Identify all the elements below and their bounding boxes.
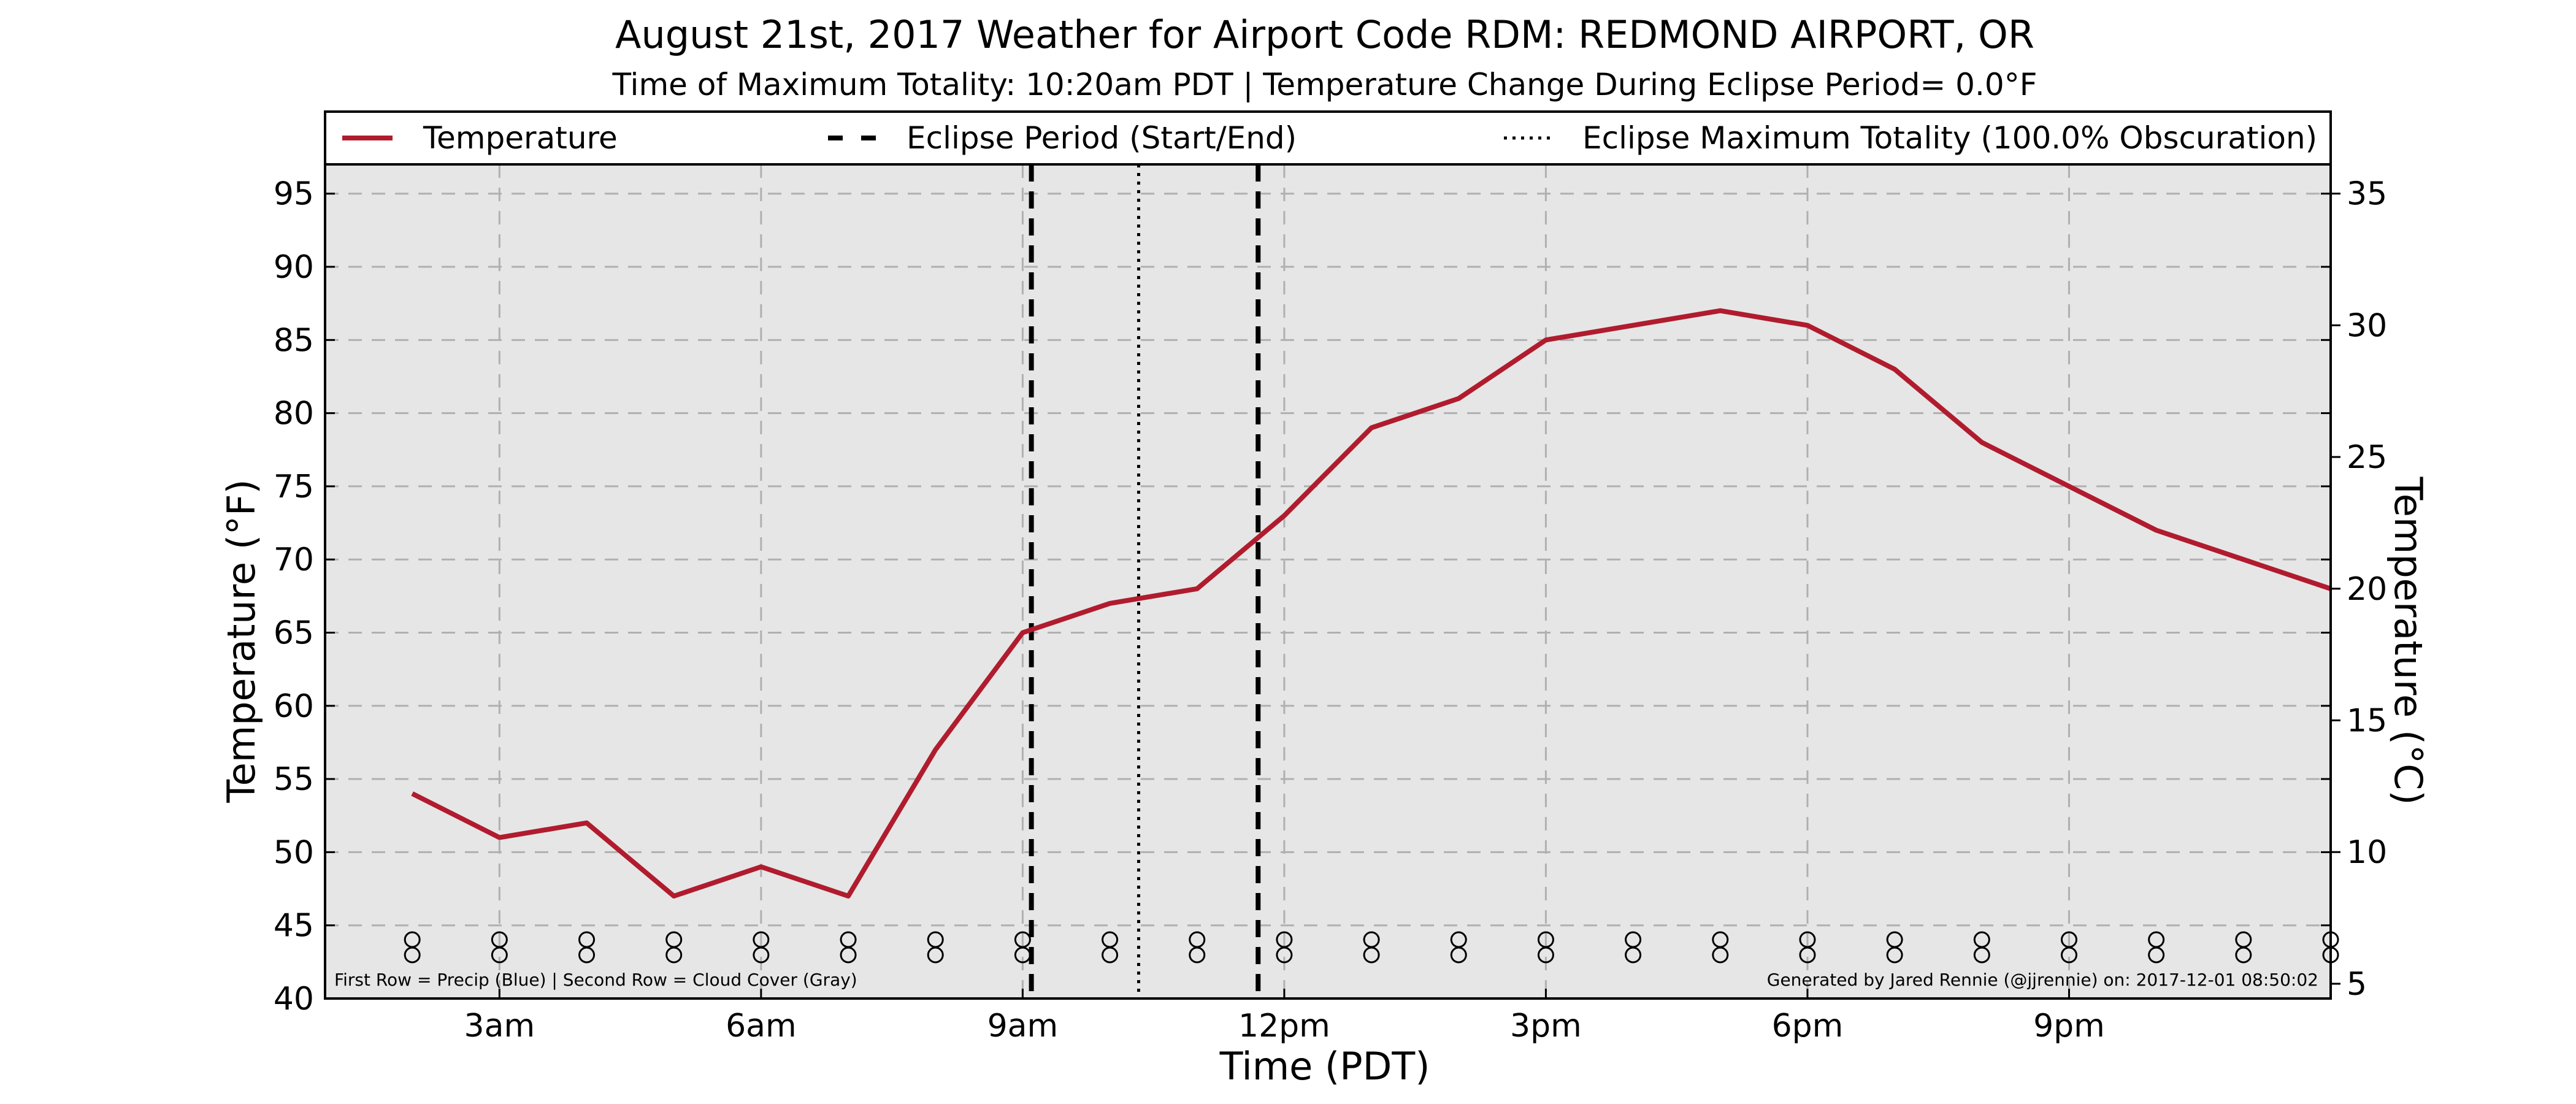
y-tick-label-right: 10	[2347, 834, 2387, 871]
y-tick-label-right: 20	[2347, 571, 2387, 608]
cloud-cover-marker	[1189, 946, 1206, 964]
cloud-cover-marker	[491, 946, 508, 964]
y-tick-label-right: 5	[2347, 966, 2367, 1003]
footnote-left: First Row = Precip (Blue) | Second Row =…	[334, 970, 857, 990]
x-tick-label: 3pm	[1510, 1008, 1582, 1045]
cloud-cover-marker	[2235, 946, 2252, 964]
y-axis-label-right: Temperature (°C)	[2386, 476, 2431, 805]
cloud-cover-marker	[404, 946, 421, 964]
cloud-cover-marker	[840, 946, 857, 964]
legend-label: Eclipse Maximum Totality (100.0% Obscura…	[1582, 120, 2317, 156]
cloud-cover-marker	[927, 946, 944, 964]
cloud-cover-marker	[1363, 946, 1380, 964]
cloud-cover-marker	[1102, 946, 1119, 964]
x-tick-label: 6am	[726, 1008, 797, 1045]
cloud-cover-marker	[1450, 946, 1467, 964]
y-tick-label: 80	[274, 396, 314, 432]
cloud-cover-marker	[2148, 946, 2165, 964]
cloud-cover-marker	[1276, 946, 1293, 964]
y-tick-label: 60	[274, 688, 314, 725]
cloud-cover-marker	[1014, 946, 1031, 964]
plot-background	[325, 164, 2331, 999]
x-tick-label: 3am	[464, 1008, 535, 1045]
legend-label: Eclipse Period (Start/End)	[907, 120, 1297, 156]
y-tick-label-right: 30	[2347, 307, 2387, 344]
plot-area: 40 45 50 55 60 65 70 75 80 85 90 95 5 10 15 20 25 30 35 3am…	[274, 110, 2387, 1045]
y-tick-label: 50	[274, 834, 314, 871]
y-tick-label-right: 15	[2347, 703, 2387, 740]
y-tick-label: 65	[274, 615, 314, 652]
y-axis-label: Temperature (°F)	[219, 479, 264, 803]
x-axis-label: Time (PDT)	[1219, 1044, 1430, 1089]
cloud-cover-marker	[1973, 946, 1990, 964]
chart-title: August 21st, 2017 Weather for Airport Co…	[615, 12, 2034, 57]
x-tick-label: 9pm	[2033, 1008, 2105, 1045]
y-tick-label-right: 25	[2347, 439, 2387, 476]
cloud-cover-marker	[1886, 946, 1903, 964]
y-tick-label: 75	[274, 469, 314, 505]
y-tick-label: 55	[274, 761, 314, 798]
cloud-cover-marker	[1537, 946, 1554, 964]
cloud-cover-marker	[578, 946, 596, 964]
cloud-cover-marker	[1799, 946, 1816, 964]
y-tick-label: 70	[274, 542, 314, 578]
y-tick-label: 45	[274, 908, 314, 945]
chart-subtitle: Time of Maximum Totality: 10:20am PDT | …	[612, 67, 2037, 102]
y-tick-label: 90	[274, 249, 314, 286]
y-tick-label-right: 35	[2347, 176, 2387, 213]
footnote-right: Generated by Jared Rennie (@jjrennie) on…	[1767, 970, 2318, 990]
cloud-cover-marker	[665, 946, 683, 964]
x-tick-label: 6pm	[1772, 1008, 1844, 1045]
x-tick-label: 9am	[987, 1008, 1059, 1045]
y-tick-label: 40	[274, 981, 314, 1018]
temperature-line	[411, 308, 2332, 899]
y-tick-label: 85	[274, 322, 314, 359]
cloud-cover-marker	[753, 946, 770, 964]
cloud-cover-marker	[1712, 946, 1729, 964]
legend-box	[324, 110, 2332, 166]
cloud-cover-marker	[2060, 946, 2077, 964]
y-tick-label: 95	[274, 176, 314, 213]
cloud-cover-marker	[1625, 946, 1642, 964]
x-tick-label: 12pm	[1238, 1008, 1330, 1045]
legend-label: Temperature	[423, 120, 618, 156]
